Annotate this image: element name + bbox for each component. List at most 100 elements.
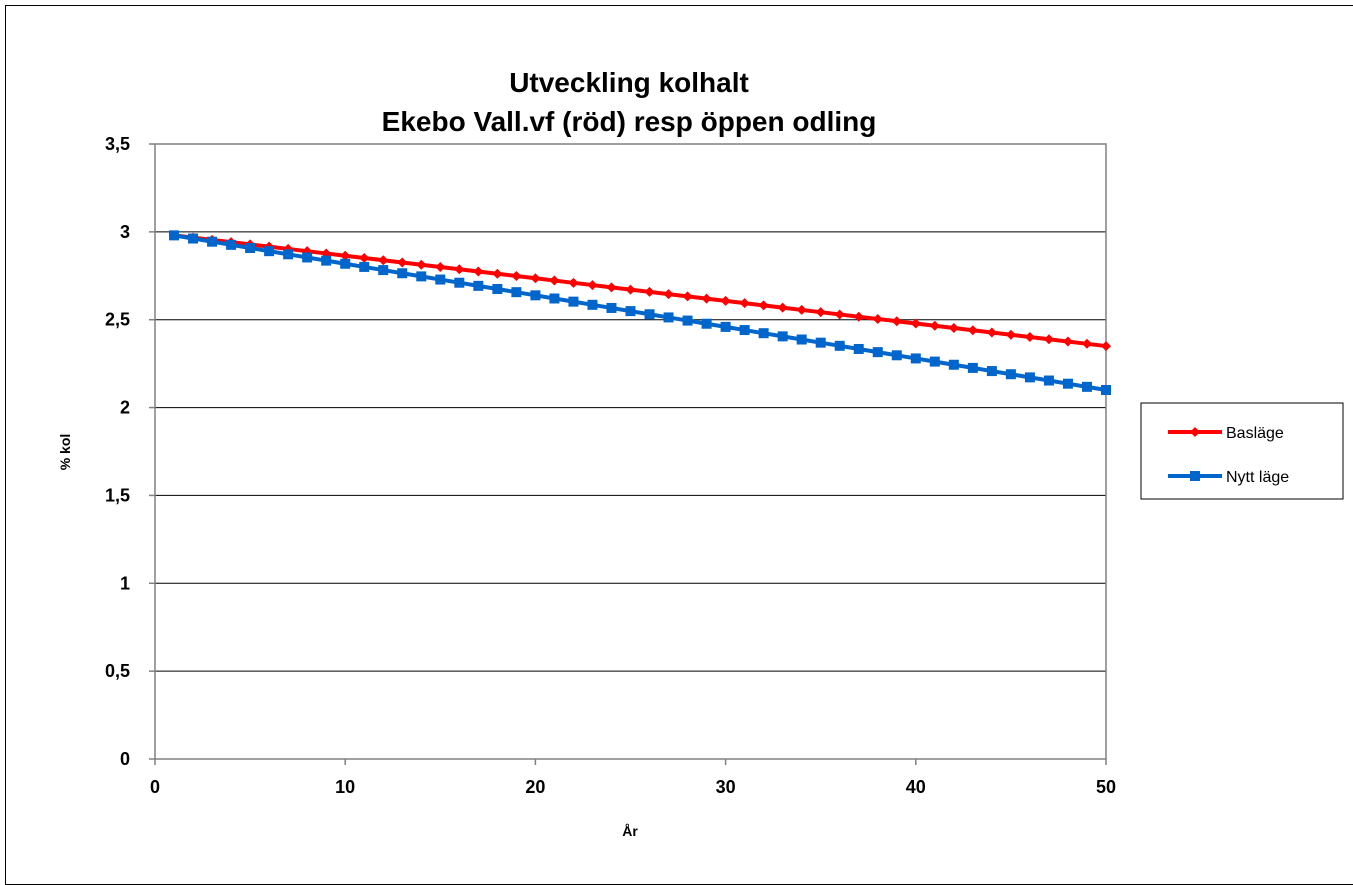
data-point <box>1005 369 1016 380</box>
y-tick-label: 2,5 <box>105 310 130 330</box>
data-point <box>1101 341 1111 352</box>
data-point <box>758 300 769 311</box>
legend-label: Nytt läge <box>1226 469 1289 486</box>
data-point <box>359 261 370 272</box>
data-point <box>226 239 237 250</box>
data-point <box>454 264 465 275</box>
y-tick-label: 1 <box>120 573 130 593</box>
legend-marker <box>1190 427 1200 437</box>
data-point <box>511 287 522 298</box>
data-point <box>796 304 807 315</box>
series-line <box>173 233 1107 349</box>
data-point <box>644 286 655 297</box>
data-point <box>758 328 769 339</box>
data-point <box>929 356 940 367</box>
plot-area <box>154 143 1107 760</box>
data-point <box>891 350 902 361</box>
data-point <box>815 337 826 348</box>
data-point <box>625 284 636 295</box>
data-point <box>397 268 408 279</box>
y-tick-label: 0,5 <box>105 661 130 681</box>
data-point <box>568 277 579 288</box>
data-point <box>207 236 218 247</box>
data-point <box>283 249 294 260</box>
data-point <box>815 307 826 318</box>
data-point <box>549 293 560 304</box>
y-axis-ticks: 0 0,5 1 1,5 2 2,5 3 3,5 <box>105 134 155 769</box>
data-point <box>796 334 807 345</box>
data-point <box>568 296 579 307</box>
data-point <box>606 282 617 293</box>
data-point <box>739 298 750 309</box>
data-point <box>1062 378 1073 389</box>
y-tick-label: 1,5 <box>105 485 130 505</box>
data-point <box>929 320 940 331</box>
data-point <box>663 289 674 300</box>
data-point <box>587 299 598 310</box>
data-point <box>321 255 332 266</box>
data-point <box>986 327 997 338</box>
data-point <box>416 259 427 270</box>
y-tick-label: 0 <box>120 749 130 769</box>
y-tick-label: 3 <box>120 222 130 242</box>
data-point <box>1081 338 1092 349</box>
data-point <box>663 312 674 323</box>
data-point <box>967 325 978 336</box>
data-point <box>359 252 370 263</box>
data-point <box>834 340 845 351</box>
data-point <box>701 318 712 329</box>
data-point <box>739 325 750 336</box>
series-line <box>173 233 1107 392</box>
data-point <box>701 293 712 304</box>
data-point <box>492 268 503 279</box>
data-point <box>1024 332 1035 343</box>
x-axis-label: År <box>622 823 638 839</box>
series-1 <box>169 230 1111 395</box>
data-point <box>834 309 845 320</box>
y-tick-label: 3,5 <box>105 134 130 154</box>
data-point <box>340 250 351 261</box>
data-point <box>777 302 788 313</box>
data-point <box>606 302 617 313</box>
x-tick-label: 30 <box>716 777 736 797</box>
data-point <box>378 255 389 266</box>
data-point <box>169 230 180 241</box>
data-point <box>188 233 199 244</box>
data-point <box>587 280 598 291</box>
chart-title-line2: Ekebo Vall.vf (röd) resp öppen odling <box>382 106 877 137</box>
data-point <box>416 271 427 282</box>
x-axis-ticks: 0 10 20 30 40 50 <box>150 759 1116 797</box>
data-point <box>891 316 902 327</box>
data-point <box>435 274 446 285</box>
series-group <box>169 230 1111 395</box>
data-point <box>264 246 275 257</box>
data-point <box>872 347 883 358</box>
x-tick-label: 50 <box>1096 777 1116 797</box>
data-point <box>625 306 636 317</box>
data-point <box>454 277 465 288</box>
legend-box <box>1140 402 1344 500</box>
data-point <box>397 257 408 268</box>
data-point <box>245 242 256 253</box>
data-point <box>340 258 351 269</box>
data-point <box>511 271 522 282</box>
data-point <box>872 313 883 324</box>
data-point <box>853 311 864 322</box>
data-point <box>530 273 541 284</box>
data-point <box>986 366 997 377</box>
data-point <box>720 295 731 306</box>
legend-label: Basläge <box>1226 425 1284 442</box>
x-tick-label: 20 <box>525 777 545 797</box>
data-point <box>530 290 541 301</box>
series-0 <box>169 230 1111 352</box>
data-point <box>492 284 503 295</box>
legend: Basläge Nytt läge <box>1140 402 1344 500</box>
data-point <box>948 359 959 370</box>
legend-marker <box>1190 471 1200 481</box>
data-point <box>910 318 921 329</box>
data-point <box>435 262 446 272</box>
data-point <box>1005 329 1016 340</box>
data-point <box>720 321 731 332</box>
data-point <box>853 343 864 354</box>
